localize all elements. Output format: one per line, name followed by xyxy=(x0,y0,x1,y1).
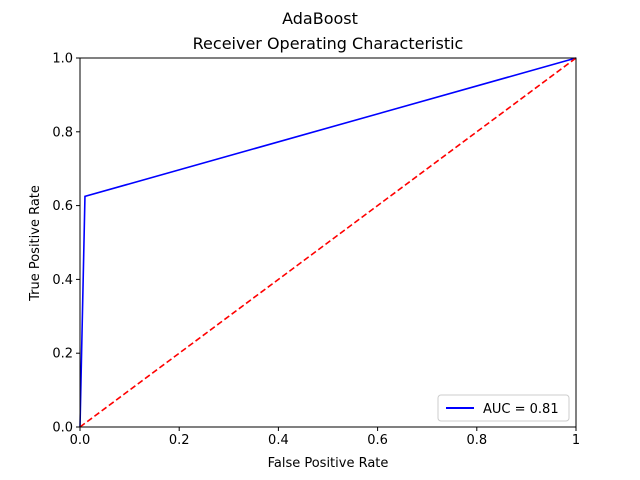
x-tick-label: 0.0 xyxy=(70,433,91,448)
y-axis-label: True Positive Rate xyxy=(28,185,43,302)
x-tick-label: 0.6 xyxy=(367,433,388,448)
y-tick-label: 1.0 xyxy=(52,52,73,67)
chart-title: Receiver Operating Characteristic xyxy=(193,34,464,53)
chart-suptitle: AdaBoost xyxy=(282,9,358,28)
y-tick-label: 0.0 xyxy=(52,421,73,436)
chance-line xyxy=(79,57,577,428)
y-tick-label: 0.4 xyxy=(52,273,73,288)
x-tick-label: 0.2 xyxy=(169,433,190,448)
legend-label-auc: AUC = 0.81 xyxy=(483,402,559,417)
x-axis-ticks: 0.0 0.2 0.4 0.6 0.8 1 xyxy=(70,427,580,448)
y-tick-label: 0.6 xyxy=(52,199,73,214)
plot-frame xyxy=(79,57,577,428)
legend: AUC = 0.81 xyxy=(437,394,570,422)
legend-box xyxy=(437,394,570,422)
x-tick-label: 1 xyxy=(572,433,580,448)
x-tick-label: 0.4 xyxy=(268,433,289,448)
plot-area xyxy=(79,57,577,428)
y-axis-ticks: 0.0 0.2 0.4 0.6 0.8 1.0 xyxy=(52,52,80,436)
y-tick-label: 0.8 xyxy=(52,125,73,140)
y-tick-label: 0.2 xyxy=(52,347,73,362)
x-axis-label: False Positive Rate xyxy=(268,456,389,471)
roc-curve-line xyxy=(79,57,577,428)
x-tick-label: 0.8 xyxy=(466,433,487,448)
